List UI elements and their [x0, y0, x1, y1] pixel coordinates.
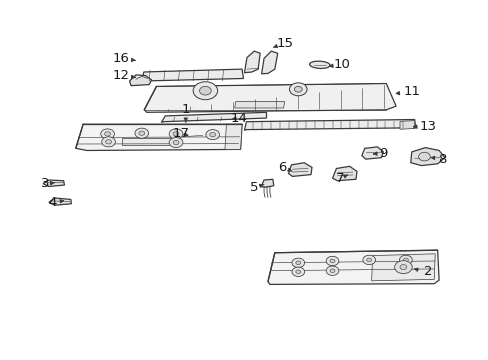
Polygon shape	[399, 121, 414, 129]
Circle shape	[199, 86, 211, 95]
Polygon shape	[122, 138, 171, 145]
Circle shape	[362, 255, 375, 265]
Circle shape	[366, 258, 371, 262]
Text: 14: 14	[230, 112, 246, 125]
Polygon shape	[144, 84, 395, 112]
Circle shape	[325, 256, 338, 266]
Text: 13: 13	[413, 120, 435, 132]
Polygon shape	[288, 163, 311, 176]
Polygon shape	[129, 75, 151, 86]
Circle shape	[102, 137, 115, 147]
Circle shape	[329, 269, 334, 273]
Circle shape	[295, 270, 300, 274]
Circle shape	[418, 152, 429, 161]
Text: 1: 1	[181, 103, 190, 122]
Circle shape	[394, 261, 411, 274]
Circle shape	[291, 258, 304, 267]
Circle shape	[209, 132, 215, 137]
Polygon shape	[261, 179, 273, 187]
Circle shape	[205, 130, 219, 140]
Text: 9: 9	[373, 147, 387, 159]
Text: 12: 12	[113, 69, 135, 82]
Text: 10: 10	[329, 58, 350, 71]
Circle shape	[399, 255, 411, 265]
Circle shape	[169, 138, 183, 148]
Polygon shape	[371, 254, 434, 281]
Text: 15: 15	[273, 37, 292, 50]
Circle shape	[291, 267, 304, 276]
Circle shape	[289, 83, 306, 96]
Text: 4: 4	[48, 196, 63, 209]
Polygon shape	[267, 250, 438, 284]
Circle shape	[101, 129, 114, 139]
Polygon shape	[161, 112, 266, 122]
Polygon shape	[244, 120, 415, 130]
Circle shape	[403, 258, 407, 262]
Text: 5: 5	[249, 181, 264, 194]
Polygon shape	[43, 180, 64, 186]
Circle shape	[135, 128, 148, 138]
Text: 16: 16	[113, 52, 135, 65]
Circle shape	[399, 265, 406, 270]
Circle shape	[294, 86, 302, 92]
Text: 3: 3	[41, 177, 55, 190]
Polygon shape	[49, 198, 71, 205]
Ellipse shape	[309, 61, 329, 68]
Polygon shape	[332, 166, 356, 181]
Polygon shape	[76, 124, 242, 150]
Text: 8: 8	[430, 153, 446, 166]
Text: 11: 11	[395, 85, 419, 98]
Text: 7: 7	[335, 172, 347, 185]
Circle shape	[173, 132, 179, 136]
Circle shape	[104, 132, 110, 136]
Polygon shape	[410, 148, 444, 166]
Circle shape	[295, 261, 300, 265]
Circle shape	[173, 140, 179, 145]
Circle shape	[329, 259, 334, 263]
Polygon shape	[142, 69, 243, 82]
Polygon shape	[234, 102, 284, 108]
Circle shape	[325, 266, 338, 275]
Text: 17: 17	[172, 127, 189, 140]
Polygon shape	[244, 51, 260, 73]
Circle shape	[169, 129, 183, 139]
Polygon shape	[176, 130, 207, 140]
Circle shape	[193, 82, 217, 100]
Polygon shape	[261, 51, 277, 74]
Polygon shape	[224, 124, 242, 149]
Circle shape	[105, 140, 111, 144]
Text: 6: 6	[278, 161, 292, 174]
Text: 2: 2	[414, 265, 431, 278]
Circle shape	[139, 131, 144, 135]
Polygon shape	[361, 147, 383, 159]
